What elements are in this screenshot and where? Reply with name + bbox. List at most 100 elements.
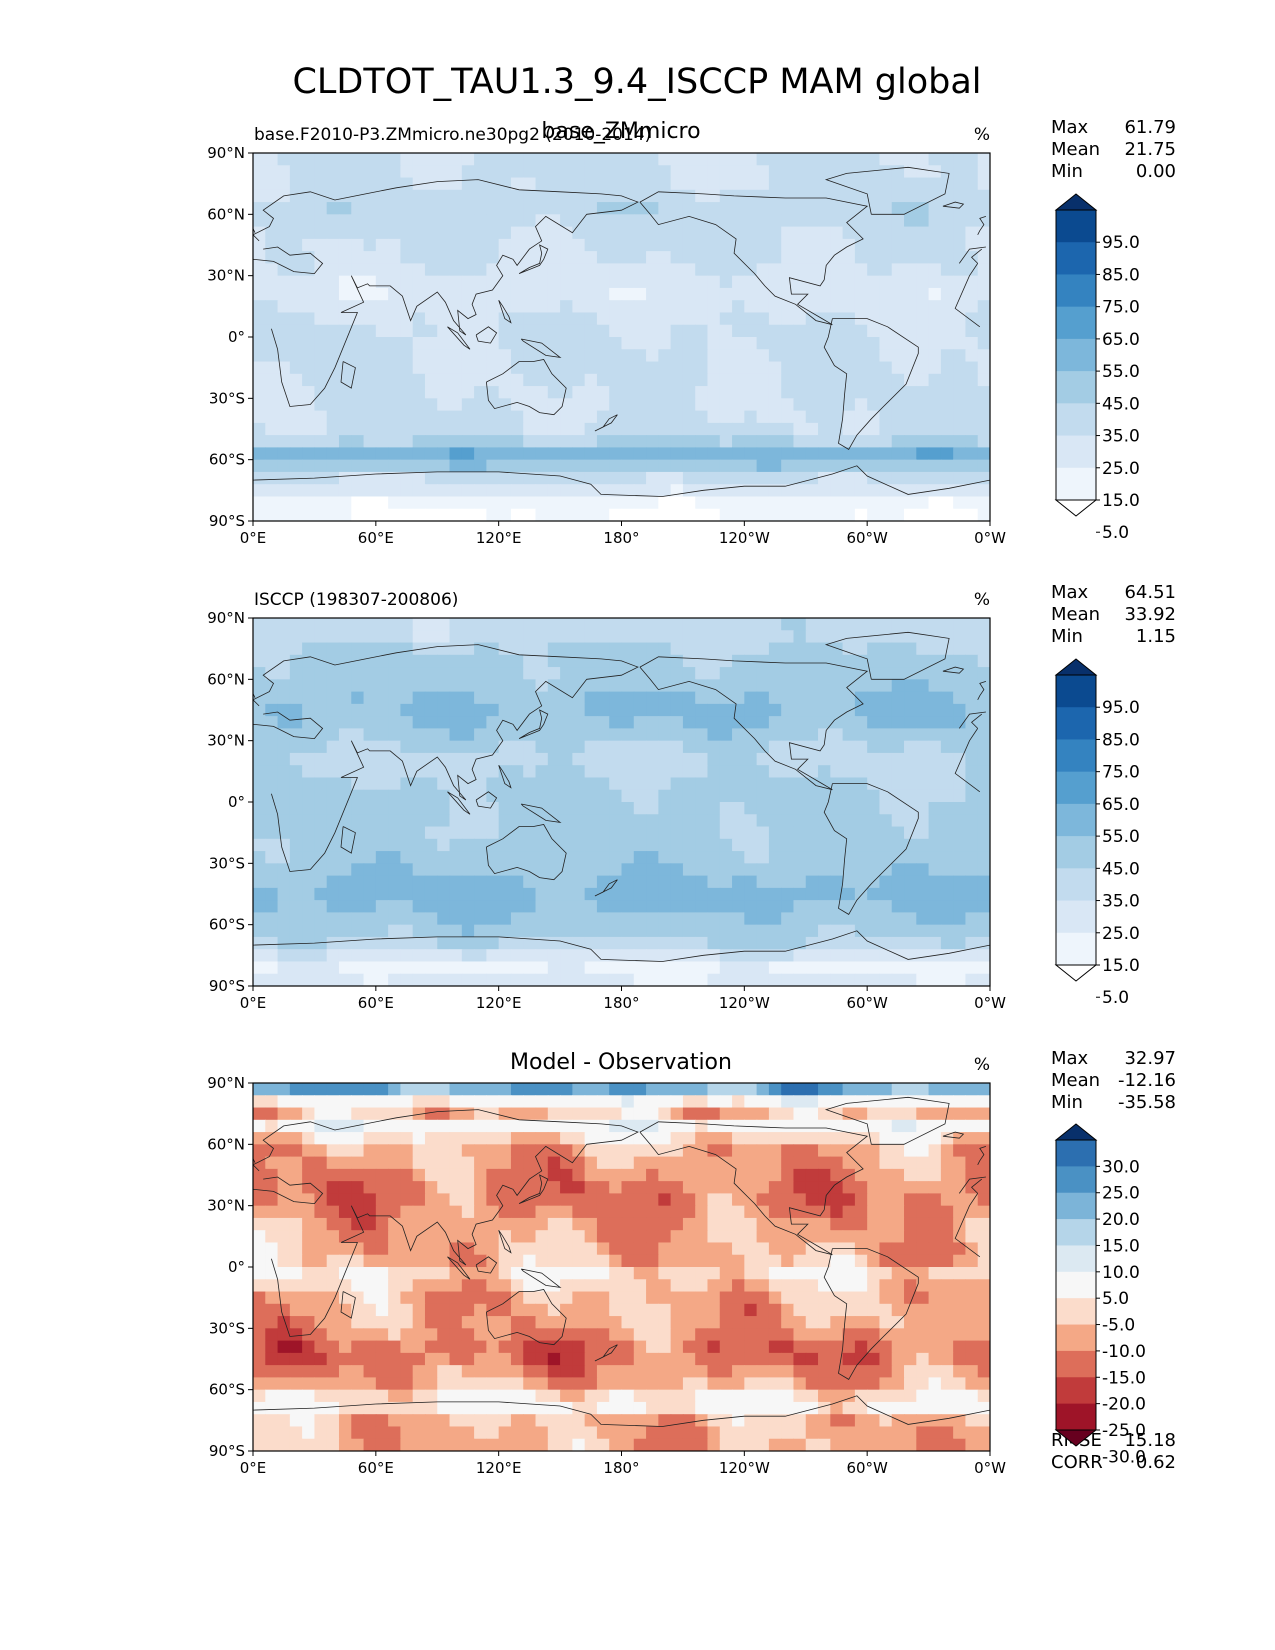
heatmap-cell bbox=[793, 496, 807, 510]
heatmap-cell bbox=[928, 1132, 942, 1145]
heatmap-cell bbox=[560, 618, 573, 631]
heatmap-cell bbox=[670, 1217, 684, 1231]
heatmap-cell bbox=[805, 1279, 819, 1293]
heatmap-cell bbox=[781, 165, 795, 179]
heatmap-cell bbox=[707, 214, 721, 228]
heatmap-cell bbox=[363, 716, 377, 729]
heatmap-cell bbox=[830, 838, 844, 852]
heatmap-cell bbox=[326, 153, 340, 166]
heatmap-cell bbox=[682, 900, 696, 913]
heatmap-cell bbox=[560, 703, 573, 717]
heatmap-cell bbox=[400, 1205, 414, 1219]
heatmap-cell bbox=[781, 263, 795, 277]
heatmap-cell bbox=[781, 1254, 795, 1268]
heatmap-cell bbox=[449, 924, 463, 938]
heatmap-cell bbox=[338, 422, 352, 436]
heatmap-cell bbox=[510, 496, 524, 510]
heatmap-cell bbox=[437, 703, 451, 717]
heatmap-cell bbox=[461, 422, 475, 436]
heatmap-cell bbox=[289, 875, 303, 889]
heatmap-cell bbox=[732, 1107, 745, 1121]
heatmap-cell bbox=[940, 202, 954, 215]
heatmap-cell bbox=[695, 789, 709, 803]
heatmap-cell bbox=[805, 251, 819, 264]
heatmap-cell bbox=[363, 447, 377, 461]
heatmap-cell bbox=[609, 471, 623, 485]
heatmap-cell bbox=[646, 863, 659, 877]
heatmap-cell bbox=[560, 1095, 573, 1109]
heatmap-cell bbox=[375, 691, 389, 705]
coastline bbox=[475, 791, 498, 809]
heatmap-cell bbox=[302, 447, 316, 461]
heatmap-cell bbox=[621, 275, 635, 289]
x-tick-label: 60°W bbox=[846, 529, 888, 547]
heatmap-cell bbox=[486, 471, 500, 485]
heatmap-cell bbox=[560, 642, 573, 656]
heatmap-cell bbox=[756, 630, 770, 644]
heatmap-cell bbox=[768, 496, 782, 510]
heatmap-cell bbox=[338, 1168, 352, 1182]
heatmap-cell bbox=[486, 312, 500, 326]
heatmap-cell bbox=[854, 275, 868, 289]
heatmap-cell bbox=[253, 349, 266, 363]
heatmap-cell bbox=[289, 202, 303, 215]
heatmap-cell bbox=[658, 496, 672, 510]
heatmap-cell bbox=[584, 226, 598, 240]
heatmap-cell bbox=[744, 398, 758, 412]
heatmap-cell bbox=[633, 324, 647, 338]
heatmap-cell bbox=[891, 471, 905, 485]
heatmap-cell bbox=[682, 337, 696, 350]
heatmap-cell bbox=[388, 716, 401, 729]
heatmap-cell bbox=[535, 165, 549, 179]
heatmap-cell bbox=[363, 1193, 377, 1207]
heatmap-cell bbox=[732, 642, 745, 656]
heatmap-cell bbox=[781, 337, 795, 350]
heatmap-cell bbox=[265, 900, 279, 913]
heatmap-cell bbox=[375, 1083, 389, 1096]
heatmap-cell bbox=[670, 1156, 684, 1170]
heatmap-cell bbox=[596, 1291, 610, 1305]
heatmap-cell bbox=[646, 630, 659, 644]
heatmap-cell bbox=[756, 1168, 770, 1182]
heatmap-cell bbox=[670, 361, 684, 375]
heatmap-cell bbox=[437, 838, 451, 852]
coastline bbox=[253, 465, 990, 497]
heatmap-cell bbox=[351, 1144, 365, 1158]
heatmap-cell bbox=[940, 618, 954, 631]
heatmap-cell bbox=[768, 153, 782, 166]
heatmap-cell bbox=[793, 373, 807, 387]
heatmap-cell bbox=[658, 1132, 672, 1145]
heatmap-cell bbox=[744, 703, 758, 717]
heatmap-cell bbox=[621, 214, 635, 228]
heatmap-cell bbox=[953, 618, 967, 631]
heatmap-cell bbox=[940, 471, 954, 485]
heatmap-cell bbox=[867, 226, 881, 240]
heatmap-cell bbox=[560, 863, 573, 877]
heatmap-cell bbox=[781, 912, 795, 926]
heatmap-cell bbox=[633, 667, 647, 680]
heatmap-cell bbox=[633, 1132, 647, 1145]
heatmap-cell bbox=[437, 973, 451, 986]
heatmap-cell bbox=[326, 287, 340, 301]
heatmap-cell bbox=[596, 802, 610, 815]
heatmap-cell bbox=[584, 484, 598, 498]
heatmap-cell bbox=[510, 1181, 524, 1194]
heatmap-cell bbox=[289, 422, 303, 436]
heatmap-cell bbox=[265, 459, 279, 473]
heatmap-cell bbox=[879, 642, 893, 656]
heatmap-cell bbox=[289, 214, 303, 228]
heatmap-cell bbox=[338, 177, 352, 191]
heatmap-cell bbox=[547, 863, 561, 877]
heatmap-cell bbox=[609, 691, 623, 705]
heatmap-cell bbox=[867, 238, 881, 252]
heatmap-cell bbox=[609, 630, 623, 644]
heatmap-cell bbox=[314, 471, 328, 485]
heatmap-cell bbox=[793, 924, 807, 938]
heatmap-cell bbox=[732, 691, 745, 705]
heatmap-cell bbox=[867, 1083, 881, 1096]
coastline bbox=[942, 201, 965, 209]
heatmap-cell bbox=[560, 740, 573, 754]
heatmap-cell bbox=[818, 802, 831, 815]
heatmap-cell bbox=[928, 471, 942, 485]
heatmap-cell bbox=[854, 826, 868, 840]
